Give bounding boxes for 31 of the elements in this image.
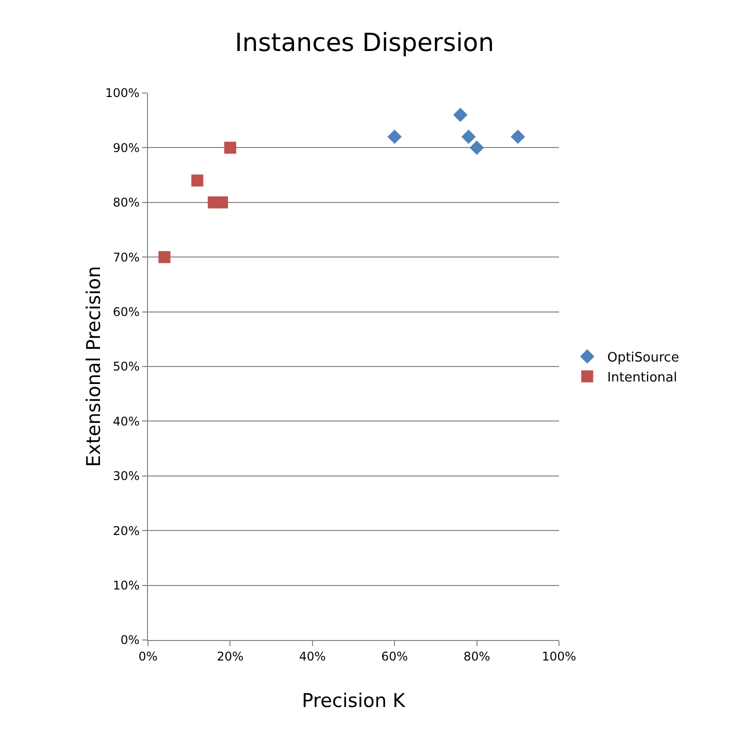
y-tick-label: 20% (112, 524, 140, 538)
point (470, 140, 484, 155)
y-tick-label: 90% (112, 140, 140, 155)
point (510, 130, 526, 144)
y-tick-label: 80% (112, 196, 140, 210)
x-tick-label: 60% (381, 649, 408, 664)
x-tick-label: 80% (463, 649, 490, 664)
y-tick-label: 100% (105, 86, 140, 100)
y-axis-title: Extensional Precision (83, 266, 105, 468)
y-tick-label: 60% (112, 305, 140, 319)
point (461, 130, 476, 144)
y-tick-label: 0% (120, 633, 140, 648)
y-tick-label: 50% (112, 360, 140, 374)
chart-title: Instances Dispersion (234, 28, 494, 57)
x-tick-label: 20% (216, 649, 244, 664)
legend-label: OptiSource (607, 350, 680, 366)
legend-label: Intentional (607, 370, 678, 386)
point (158, 251, 170, 264)
point (224, 142, 236, 154)
point (453, 108, 468, 122)
point (191, 174, 204, 187)
x-tick-label: 100% (542, 649, 576, 664)
x-tick-label: 0% (138, 649, 158, 664)
point (387, 130, 402, 144)
y-tick-label: 30% (112, 469, 140, 484)
x-tick-label: 40% (299, 649, 326, 664)
y-tick-label: 10% (112, 578, 140, 592)
y-tick-label: 70% (112, 250, 140, 264)
y-tick-label: 40% (112, 414, 140, 428)
point (216, 196, 228, 208)
x-axis-title: Precision K (302, 690, 406, 712)
